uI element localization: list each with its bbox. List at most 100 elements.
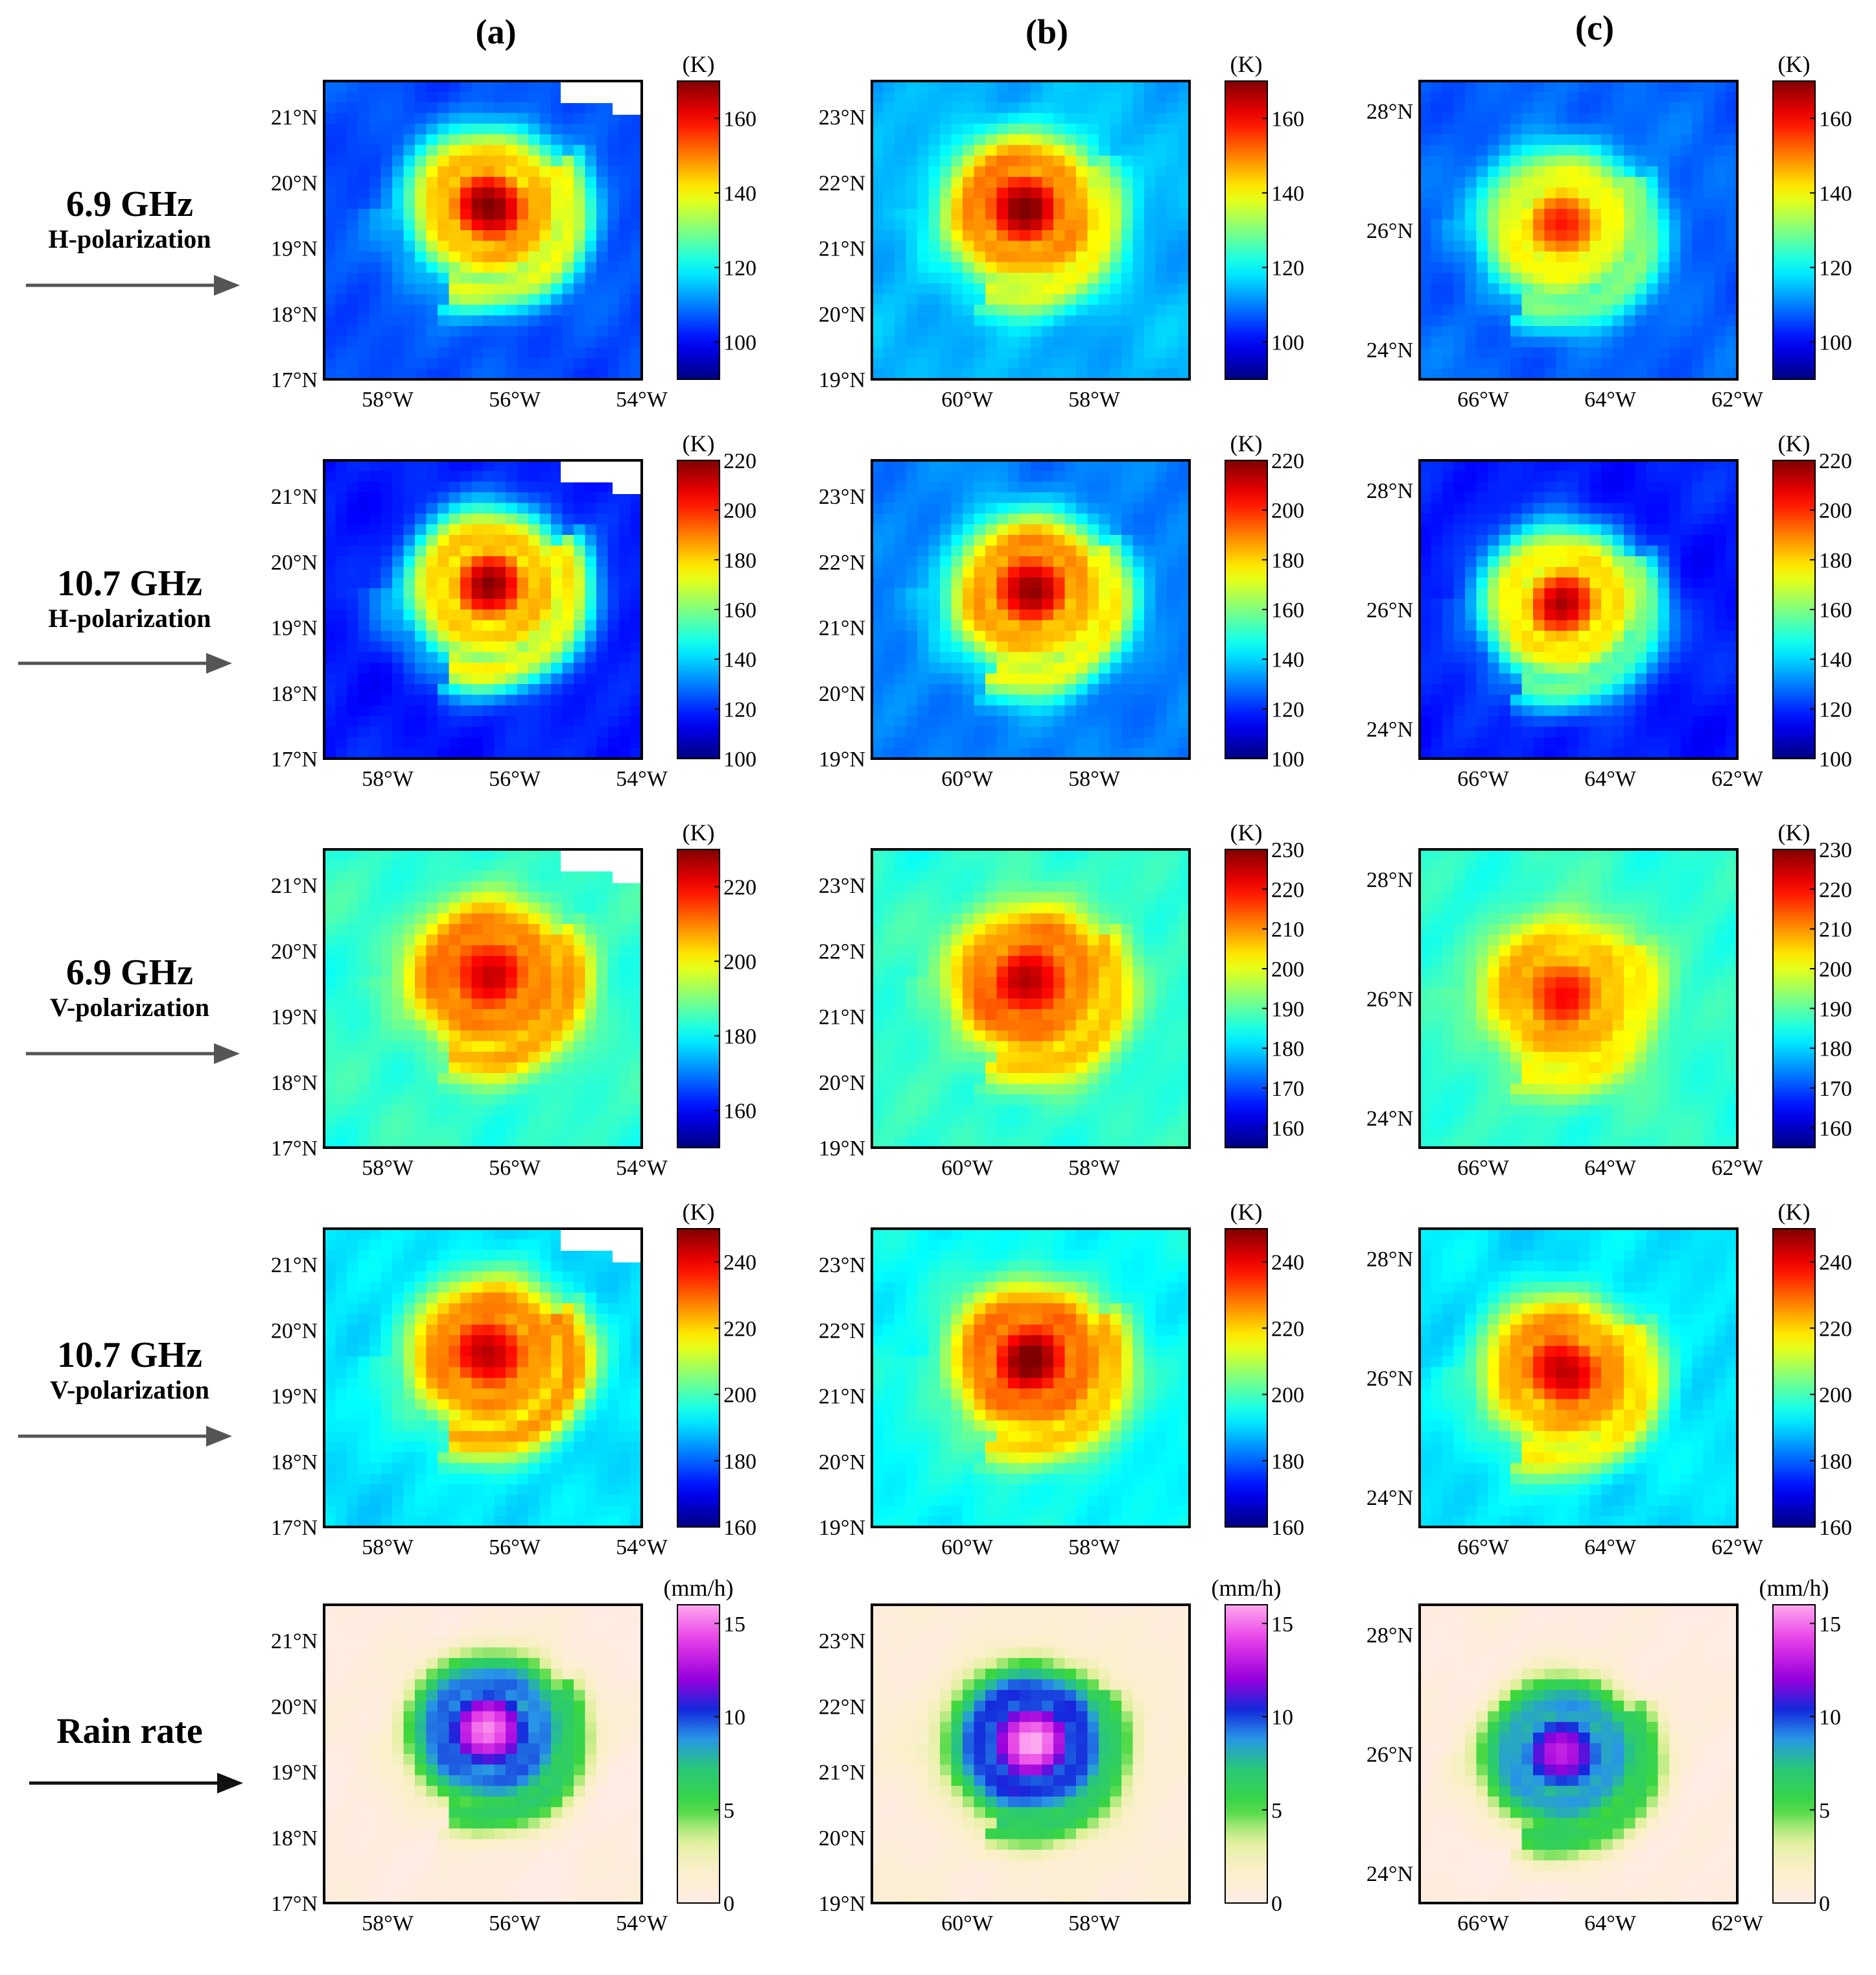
heatmap-cell (1726, 358, 1738, 370)
heatmap-cell (607, 176, 620, 188)
heatmap-cell (1031, 726, 1043, 738)
heatmap-cell (1431, 545, 1443, 557)
heatmap-cell (951, 198, 963, 209)
heatmap-cell (471, 673, 484, 685)
heatmap-cell (1624, 556, 1636, 567)
heatmap-cell (1669, 283, 1682, 295)
heatmap-cell (381, 716, 393, 727)
heatmap-cell (1031, 737, 1043, 749)
heatmap-cell (1144, 663, 1156, 674)
heatmap-cell (1064, 123, 1077, 135)
heatmap-cell (974, 737, 986, 749)
heatmap-cell (585, 315, 597, 327)
heatmap-cell (906, 283, 918, 295)
heatmap-cell (494, 598, 506, 610)
heatmap-cell (415, 598, 427, 610)
heatmap-cell (1110, 556, 1122, 567)
heatmap-cell (1510, 272, 1523, 284)
heatmap-cell (324, 609, 336, 621)
heatmap-cell (1431, 567, 1443, 578)
heatmap-cell (596, 166, 609, 178)
heatmap-cell (392, 684, 405, 696)
colorbar (677, 460, 720, 759)
heatmap-cell (347, 325, 359, 337)
heatmap-cell (1488, 209, 1500, 220)
heatmap-cell (1658, 705, 1670, 716)
heatmap-cell (1167, 262, 1179, 274)
heatmap-cell (996, 577, 1009, 589)
heatmap-cell (1544, 684, 1556, 696)
heatmap-cell (1031, 609, 1043, 621)
heatmap-cell (985, 198, 998, 209)
heatmap-cell (1488, 176, 1500, 188)
heatmap-cell (607, 588, 620, 600)
heatmap-cell (974, 358, 986, 370)
heatmap-cell (1499, 684, 1511, 696)
heatmap-cell (449, 209, 461, 220)
heatmap-cell (1533, 673, 1545, 685)
heatmap-cell (335, 1062, 347, 1074)
heatmap-cell (460, 368, 473, 380)
heatmap-cell (1453, 156, 1466, 167)
heatmap-cell (415, 716, 427, 727)
heatmap-cell (951, 368, 963, 380)
heatmap-cell (1420, 630, 1432, 642)
heatmap-cell (517, 737, 529, 749)
heatmap-cell (619, 305, 631, 316)
heatmap-cell (906, 737, 918, 749)
heatmap-cell (1669, 123, 1682, 135)
heatmap-cell (917, 198, 930, 209)
heatmap-cell (1420, 524, 1432, 536)
heatmap-cell (494, 577, 506, 589)
heatmap-cell (1453, 262, 1466, 274)
heatmap-cell (1669, 230, 1682, 242)
heatmap-cell (1589, 123, 1602, 135)
heatmap-cell (562, 230, 574, 242)
heatmap-cell (619, 113, 631, 124)
heatmap-cell (1589, 166, 1602, 178)
heatmap-cell (940, 219, 952, 231)
heatmap-cell (1703, 673, 1715, 685)
heatmap-cell (917, 598, 930, 610)
heatmap-cell (1680, 230, 1693, 242)
colorbar-tick-label: 220 (723, 449, 756, 473)
heatmap-cell (1556, 652, 1568, 663)
heatmap-cell (1567, 241, 1579, 252)
heatmap-cell (1544, 705, 1556, 716)
heatmap-cell (1465, 748, 1477, 759)
heatmap-cell (358, 460, 370, 472)
heatmap-cell (1110, 305, 1122, 316)
heatmap-cell (895, 305, 907, 316)
heatmap-cell (951, 503, 963, 514)
heatmap-cell (1110, 219, 1122, 231)
heatmap-cell (506, 198, 518, 209)
heatmap-cell (539, 123, 552, 135)
heatmap-cell (1008, 737, 1020, 749)
heatmap-cell (1453, 102, 1466, 113)
heatmap-cell (895, 113, 907, 124)
heatmap-cell (438, 187, 450, 199)
heatmap-cell (1008, 176, 1020, 188)
heatmap-cell (1076, 481, 1088, 493)
row-label-1: 6.9 GHz H-polarization (13, 185, 246, 255)
heatmap-cell (551, 113, 563, 124)
heatmap-cell (1601, 198, 1613, 209)
heatmap-cell (1453, 545, 1466, 557)
heatmap-cell (415, 123, 427, 135)
heatmap-cell (883, 545, 895, 557)
heatmap-cell (1635, 113, 1647, 124)
heatmap-cell (335, 219, 347, 231)
heatmap-cell (1589, 294, 1602, 305)
heatmap-cell (1442, 91, 1455, 103)
heatmap-cell (1019, 641, 1031, 653)
heatmap-cell (607, 556, 620, 567)
heatmap-cell (883, 325, 895, 337)
heatmap-cell (539, 652, 552, 663)
heatmap-cell (1132, 737, 1145, 749)
heatmap-cell (1635, 737, 1647, 749)
heatmap-cell (438, 620, 450, 632)
heatmap-cell (1556, 556, 1568, 567)
heatmap-cell (1087, 315, 1099, 327)
heatmap-cell (358, 134, 370, 146)
heatmap-cell (1155, 748, 1167, 759)
